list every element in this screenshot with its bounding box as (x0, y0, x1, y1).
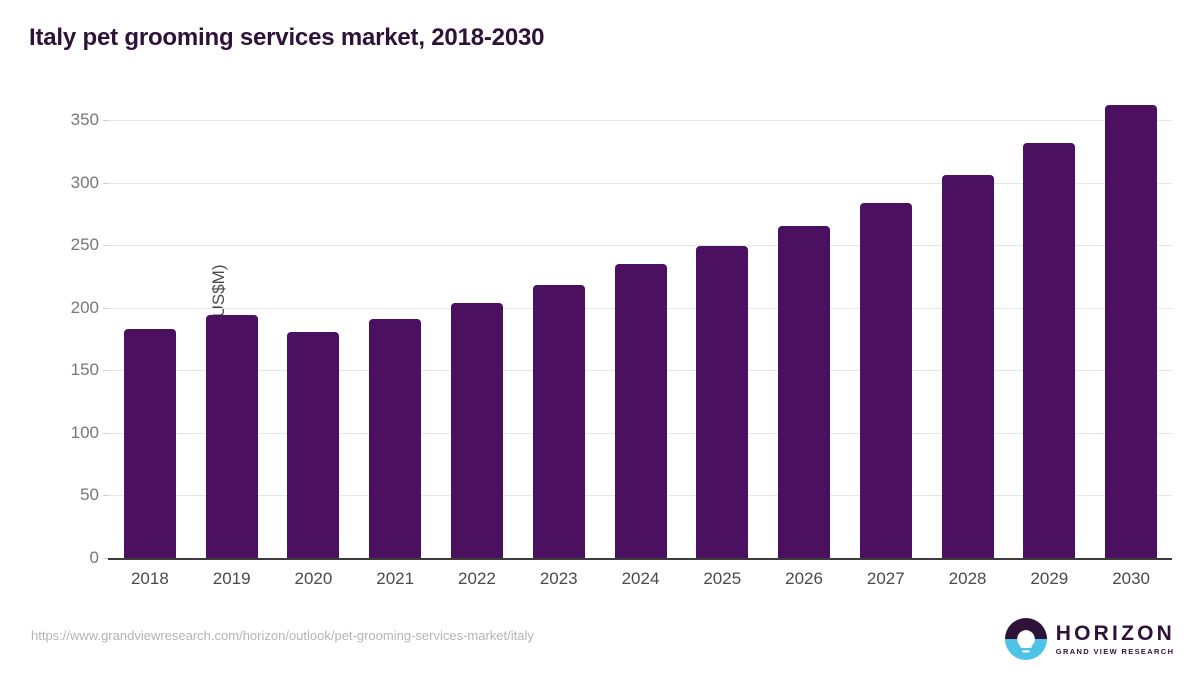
x-axis-tick-label: 2023 (539, 569, 578, 588)
bar[interactable] (778, 226, 831, 558)
y-axis-tick-label: 100 (70, 422, 99, 442)
y-axis-tick-label: 150 (70, 360, 99, 380)
bar[interactable] (941, 175, 994, 558)
y-axis-tick-label: 300 (70, 172, 99, 192)
gridline (109, 245, 1172, 247)
x-axis-tick-label: 2026 (785, 569, 823, 588)
logo-wordmark: HORIZON (1055, 621, 1175, 645)
y-axis-tick-label: 0 (89, 548, 99, 567)
x-axis-tick-label: 2025 (703, 569, 742, 588)
y-axis-tick (103, 307, 109, 309)
bar[interactable] (1023, 142, 1076, 558)
logo-text: HORIZON GRAND VIEW RESEARCH (1056, 623, 1175, 656)
y-axis-tick-label: 200 (70, 297, 99, 317)
gridline (109, 120, 1172, 122)
y-axis-tick (103, 432, 109, 434)
x-axis-tick-label: 2028 (948, 569, 987, 588)
y-axis-tick-label: 50 (80, 485, 99, 505)
y-axis-tick-label: 250 (70, 235, 99, 255)
y-axis-tick-label: 350 (70, 110, 99, 130)
bar[interactable] (859, 202, 912, 558)
logo-tagline: GRAND VIEW RESEARCH (1055, 646, 1175, 656)
bar[interactable] (614, 263, 667, 558)
bar[interactable] (369, 318, 422, 558)
bar[interactable] (450, 302, 503, 558)
y-axis-tick (103, 245, 109, 247)
x-axis-tick-label: 2030 (1112, 569, 1151, 588)
bar[interactable] (1105, 105, 1158, 558)
x-axis-tick-label: 2020 (294, 569, 333, 588)
x-axis-tick-label: 2019 (212, 569, 251, 588)
x-axis-tick-label: 2029 (1030, 569, 1069, 588)
y-axis-tick (103, 495, 109, 497)
x-axis-tick-label: 2024 (621, 569, 660, 588)
brand-logo[interactable]: HORIZON GRAND VIEW RESEARCH (1004, 618, 1175, 660)
y-axis-tick (103, 182, 109, 184)
x-axis-tick-label: 2021 (376, 569, 415, 588)
bar[interactable] (532, 285, 585, 558)
bar[interactable] (205, 315, 258, 558)
page-title: Italy pet grooming services market, 2018… (29, 24, 545, 51)
plot-area: Market Size (US$M) 050100150200250300350… (71, 95, 1172, 588)
x-axis-line (108, 558, 1172, 560)
bar[interactable] (696, 246, 749, 558)
bar[interactable] (287, 331, 340, 558)
y-axis-tick (103, 558, 109, 559)
bar[interactable] (123, 329, 176, 558)
x-axis-tick-label: 2027 (866, 569, 905, 588)
gridline (109, 182, 1172, 184)
horizon-sun-icon (1004, 618, 1047, 660)
x-axis-tick-label: 2022 (458, 569, 496, 588)
x-axis-tick-label: 2018 (130, 569, 169, 588)
y-axis-tick (103, 370, 109, 372)
y-axis-tick (103, 120, 109, 122)
source-url[interactable]: https://www.grandviewresearch.com/horizo… (31, 628, 534, 643)
